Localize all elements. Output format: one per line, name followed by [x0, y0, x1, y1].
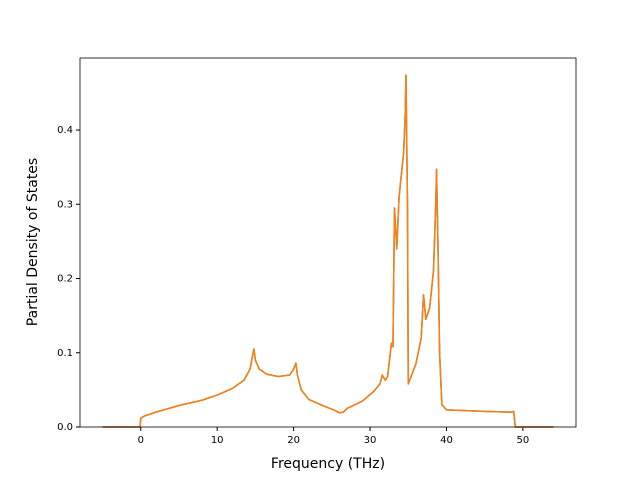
- x-axis-label: Frequency (THz): [271, 456, 385, 472]
- x-tick-label: 20: [287, 435, 300, 446]
- y-tick-label: 0.1: [57, 348, 73, 359]
- y-tick-label: 0.2: [57, 274, 73, 285]
- x-tick-label: 50: [517, 435, 530, 446]
- y-axis-label: Partial Density of States: [25, 158, 41, 326]
- plot-frame: [79, 57, 577, 428]
- data-line: [102, 74, 554, 428]
- x-tick-label: 40: [440, 435, 453, 446]
- data-line: [102, 74, 554, 428]
- x-tick-label: 10: [211, 435, 224, 446]
- y-tick-label: 0.0: [57, 422, 73, 433]
- y-tick-label: 0.3: [57, 199, 73, 210]
- x-tick-label: 0: [138, 435, 144, 446]
- x-tick-label: 30: [364, 435, 377, 446]
- y-tick-label: 0.4: [57, 125, 73, 136]
